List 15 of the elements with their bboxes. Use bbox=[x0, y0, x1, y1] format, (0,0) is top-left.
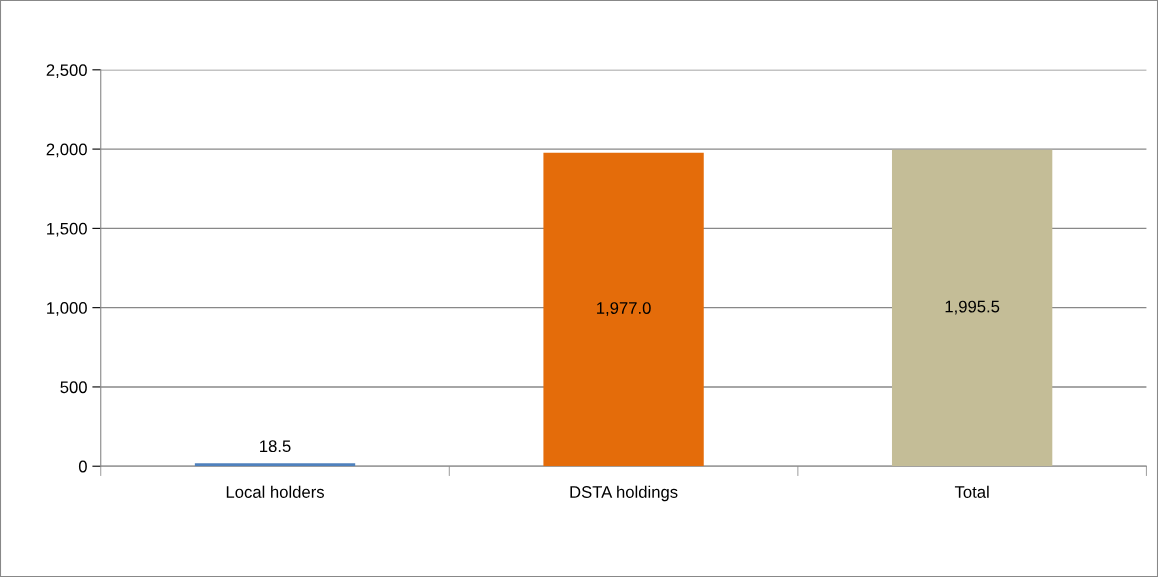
y-tick-label: 0 bbox=[78, 460, 87, 473]
y-tick-label: 500 bbox=[60, 381, 87, 394]
bar bbox=[891, 149, 1053, 467]
x-tick-label: Local holders bbox=[226, 485, 324, 498]
x-tick-label: DSTA holdings bbox=[570, 485, 678, 502]
x-tick-label: Total bbox=[954, 485, 989, 498]
data-label: 1,977.0 bbox=[597, 302, 651, 316]
data-label: 18.5 bbox=[260, 440, 291, 453]
bar bbox=[194, 463, 356, 467]
bar bbox=[543, 152, 704, 467]
y-tick-label: 2,500 bbox=[46, 64, 87, 78]
y-tick-label: 2,000 bbox=[46, 143, 87, 158]
y-tick-label: 1,000 bbox=[47, 302, 87, 316]
data-label: 1,995.5 bbox=[945, 300, 1000, 315]
y-tick-label: 1,500 bbox=[47, 222, 87, 237]
